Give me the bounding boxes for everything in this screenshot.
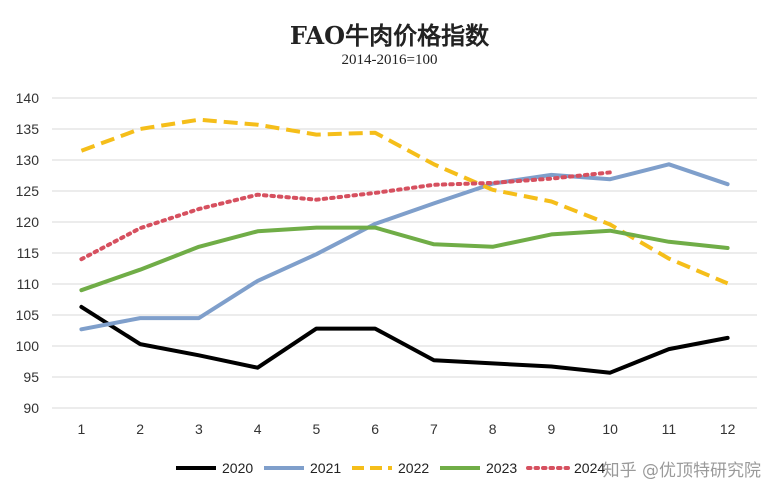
watermark-text: 知乎 @优顶特研究院: [602, 461, 761, 481]
x-tick-label: 2: [136, 421, 144, 437]
x-tick-label: 4: [254, 421, 262, 437]
series-line-2024: [79, 170, 613, 262]
y-tick-label: 125: [16, 183, 40, 199]
y-tick-label: 110: [17, 276, 40, 292]
x-tick-label: 10: [602, 421, 618, 437]
legend-label-2022: 2022: [398, 460, 429, 476]
x-tick-label: 11: [662, 421, 677, 437]
x-tick-label: 7: [430, 421, 438, 437]
series-line-2022: [80, 117, 729, 286]
legend-label-2023: 2023: [486, 460, 517, 476]
x-tick-label: 8: [489, 421, 497, 437]
legend-label-2024: 2024: [574, 460, 605, 476]
y-tick-label: 105: [16, 307, 40, 323]
series-line-2023: [79, 225, 730, 293]
y-tick-label: 90: [23, 400, 39, 416]
series-line-2021: [79, 162, 730, 332]
y-tick-label: 95: [23, 369, 39, 385]
legend-label-2020: 2020: [222, 460, 253, 476]
x-tick-label: 1: [77, 421, 85, 437]
y-tick-label: 100: [16, 338, 40, 354]
y-tick-label: 115: [17, 245, 40, 261]
chart-subtitle: 2014-2016=100: [341, 52, 438, 68]
y-tick-label: 120: [16, 214, 40, 230]
x-tick-label: 5: [312, 421, 320, 437]
x-tick-label: 6: [371, 421, 379, 437]
x-tick-label: 12: [720, 421, 736, 437]
x-tick-label: 9: [547, 421, 555, 437]
y-tick-label: 140: [16, 90, 40, 106]
y-tick-label: 135: [16, 121, 40, 137]
y-tick-label: 130: [16, 152, 40, 168]
legend-label-2021: 2021: [310, 460, 341, 476]
chart-title: FAO牛肉价格指数: [289, 21, 490, 50]
x-tick-label: 3: [195, 421, 203, 437]
series-line-2020: [79, 304, 730, 375]
